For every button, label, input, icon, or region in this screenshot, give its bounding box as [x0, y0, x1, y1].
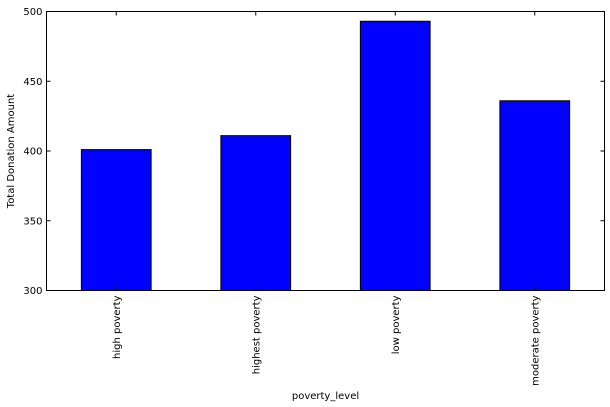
y-axis-title: Total Donation Amount	[6, 94, 17, 210]
bar-moderate-poverty	[499, 100, 571, 291]
x-tick-label: high poverty	[112, 295, 123, 359]
y-tick-label: 450	[23, 77, 42, 88]
x-ticks-layer: high poverty highest poverty low poverty mo…	[112, 11, 541, 386]
y-tick-label: 300	[23, 286, 42, 297]
y-tick-label: 400	[23, 147, 42, 158]
bars-layer	[80, 20, 571, 291]
bar-highest-poverty	[220, 135, 292, 291]
plot-frame	[46, 11, 605, 291]
x-tick-label: moderate poverty	[530, 295, 541, 385]
y-tick-label: 500	[23, 7, 42, 18]
x-axis-title: poverty_level	[292, 391, 359, 402]
x-tick-label: highest poverty	[251, 295, 262, 374]
bar-high-poverty	[80, 149, 152, 291]
bar-low-poverty	[359, 20, 431, 291]
y-tick-label: 350	[23, 216, 42, 227]
x-tick-label: low poverty	[391, 295, 402, 354]
